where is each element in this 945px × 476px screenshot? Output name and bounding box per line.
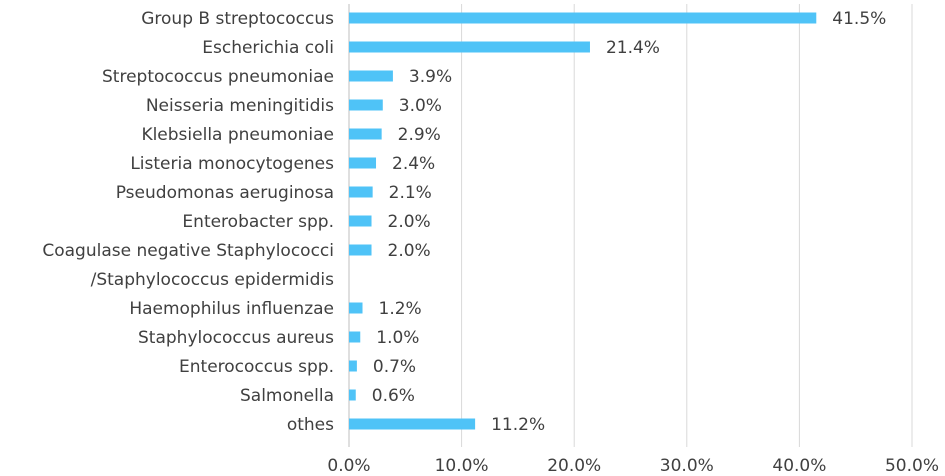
bar (349, 128, 382, 140)
value-labels: 41.5% 21.4% 3.9% 3.0% 2.9% 2.4% 2.1% 2.0% 2.0% 1.… (372, 9, 887, 435)
category-label: Staphylococcus aureus (138, 328, 334, 348)
data-label: 0.6% (372, 386, 415, 406)
category-label: Enterococcus spp. (179, 357, 334, 377)
data-label: 0.7% (373, 357, 416, 377)
bar (349, 70, 393, 82)
data-label: 3.9% (409, 67, 452, 87)
x-axis-ticks: 0.0% 10.0% 20.0% 30.0% 40.0% 50.0% (327, 456, 939, 476)
data-label: 3.0% (399, 96, 442, 116)
data-label: 11.2% (491, 415, 545, 435)
data-label: 1.2% (379, 299, 422, 319)
bar (349, 418, 476, 430)
category-label: Haemophilus influenzae (129, 299, 334, 319)
category-label: Enterobacter spp. (182, 212, 334, 232)
bar (349, 389, 356, 401)
category-label: /Staphylococcus epidermidis (91, 270, 335, 290)
category-label: Group B streptococcus (141, 9, 334, 29)
category-label: othes (287, 415, 334, 435)
data-label: 1.0% (376, 328, 419, 348)
category-label: Neisseria meningitidis (146, 96, 334, 116)
data-label: 41.5% (832, 9, 886, 29)
bar (349, 157, 377, 169)
data-label: 2.0% (388, 241, 431, 261)
data-label: 2.9% (398, 125, 441, 145)
bar (349, 12, 817, 24)
bar (349, 302, 363, 314)
bar (349, 215, 372, 227)
bar (349, 360, 357, 372)
x-tick-label: 40.0% (772, 456, 826, 476)
category-label: Pseudomonas aeruginosa (116, 183, 334, 203)
category-labels: Group B streptococcus Escherichia coli Str… (42, 9, 334, 435)
category-label: Escherichia coli (202, 38, 334, 58)
bar (349, 41, 590, 53)
category-label: Streptococcus pneumoniae (102, 67, 334, 87)
x-tick-label: 30.0% (660, 456, 714, 476)
gridlines (348, 4, 913, 447)
x-tick-label: 10.0% (435, 456, 489, 476)
bar (349, 186, 373, 198)
data-label: 2.0% (388, 212, 431, 232)
x-tick-label: 0.0% (327, 456, 370, 476)
data-label: 2.4% (392, 154, 435, 174)
data-label: 2.1% (389, 183, 432, 203)
x-tick-label: 50.0% (885, 456, 939, 476)
category-label: Coagulase negative Staphylococci (42, 241, 334, 261)
bar (349, 99, 383, 111)
data-label: 21.4% (606, 38, 660, 58)
category-label: Klebsiella pneumoniae (141, 125, 334, 145)
x-tick-label: 20.0% (547, 456, 601, 476)
bar (349, 244, 372, 256)
bars (349, 12, 817, 430)
category-label: Salmonella (240, 386, 334, 406)
category-label: Listeria monocytogenes (130, 154, 334, 174)
bar (349, 331, 361, 343)
